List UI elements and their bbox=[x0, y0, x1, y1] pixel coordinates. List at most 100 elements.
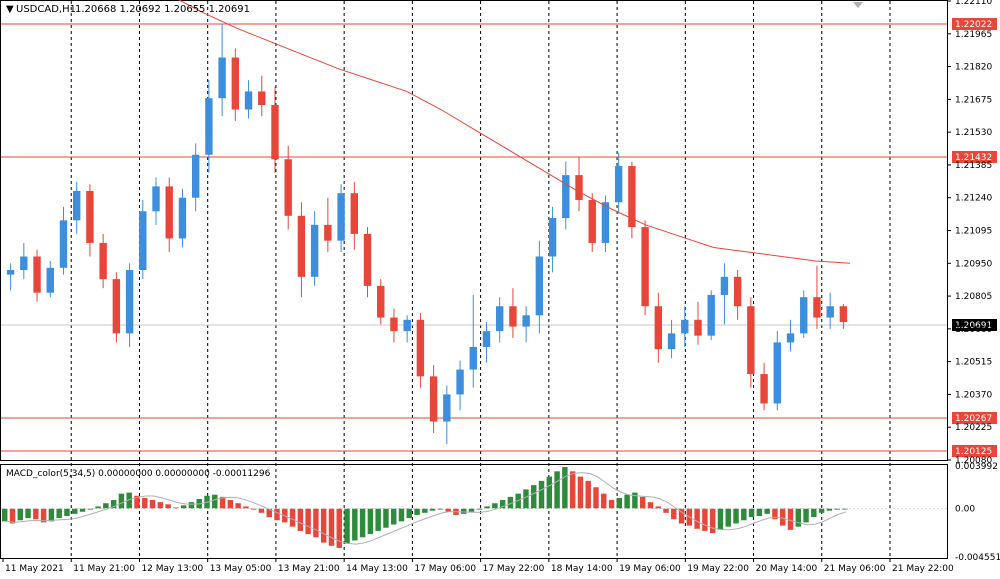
moving-average-line bbox=[178, 0, 851, 264]
candle-body bbox=[363, 233, 372, 286]
macd-bar bbox=[694, 508, 700, 529]
candle-body bbox=[760, 374, 768, 404]
macd-bar bbox=[398, 508, 405, 522]
macd-bar bbox=[188, 502, 195, 509]
macd-signal-line bbox=[5, 472, 847, 545]
candle-body bbox=[178, 197, 187, 239]
macd-bar bbox=[826, 508, 833, 511]
collapse-triangle-icon[interactable]: ▼ bbox=[6, 4, 14, 15]
candle-body bbox=[284, 159, 292, 216]
time-tick-label: 12 May 13:00 bbox=[141, 564, 203, 574]
candle-body bbox=[535, 256, 544, 316]
macd-bar bbox=[585, 480, 591, 509]
macd-bar bbox=[437, 508, 444, 510]
macd-bar bbox=[569, 471, 576, 509]
macd-bar bbox=[142, 497, 148, 509]
candle-body bbox=[310, 224, 319, 277]
candle-body bbox=[337, 193, 345, 241]
price-pane[interactable] bbox=[0, 0, 948, 461]
macd-bar bbox=[359, 508, 366, 538]
macd-bar bbox=[429, 508, 436, 511]
time-tick-label: 17 May 06:00 bbox=[414, 564, 476, 574]
time-tick-label: 13 May 21:00 bbox=[278, 564, 340, 574]
level-price-label: 1.20125 bbox=[955, 447, 992, 457]
macd-bar bbox=[632, 492, 638, 509]
candle-body bbox=[443, 394, 451, 422]
macd-histogram bbox=[1, 467, 947, 548]
price-tick-label: 1.21965 bbox=[955, 30, 992, 40]
macd-bar bbox=[468, 508, 475, 512]
macd-bar bbox=[834, 508, 840, 510]
macd-bar bbox=[655, 506, 661, 509]
macd-bar bbox=[235, 503, 241, 509]
price-tick-label: 1.22110 bbox=[955, 0, 992, 7]
macd-bar bbox=[616, 497, 623, 509]
level-price-tag bbox=[952, 412, 997, 424]
moving-average bbox=[178, 0, 851, 264]
macd-bar bbox=[406, 508, 412, 519]
macd-bar bbox=[390, 508, 397, 525]
horizontal-levels: 1.22022 1.21432 1.20267 1.20125 1.20691 bbox=[1, 18, 997, 457]
macd-bar bbox=[523, 489, 529, 509]
macd-bar bbox=[250, 508, 257, 510]
candle-body bbox=[350, 193, 358, 234]
macd-bar bbox=[779, 508, 786, 526]
macd-bar bbox=[741, 508, 747, 521]
candle-body bbox=[641, 227, 649, 307]
candle-body bbox=[139, 211, 147, 271]
candle-body bbox=[191, 154, 200, 198]
candle-body bbox=[244, 91, 253, 110]
macd-bar bbox=[305, 508, 311, 535]
current-price-tag bbox=[952, 319, 997, 331]
candle-body bbox=[509, 306, 517, 327]
macd-bar bbox=[554, 471, 560, 509]
ohlc-values: 1.20668 1.20692 1.20655 1.20691 bbox=[75, 4, 250, 15]
macd-bar bbox=[87, 508, 94, 510]
macd-bar bbox=[733, 508, 739, 524]
candle-body bbox=[614, 166, 623, 203]
macd-bar bbox=[818, 508, 825, 513]
candle-body bbox=[482, 331, 491, 347]
time-tick-label: 11 May 21:00 bbox=[73, 564, 135, 574]
macd-bar bbox=[764, 508, 770, 514]
current-price-label: 1.20691 bbox=[955, 321, 992, 331]
scroll-marker-icon[interactable] bbox=[853, 2, 863, 8]
candle-body bbox=[826, 306, 834, 318]
candle-body bbox=[654, 306, 663, 350]
candle-body bbox=[707, 294, 715, 336]
price-tick-label: 1.20660 bbox=[955, 325, 992, 335]
macd-bar bbox=[577, 476, 584, 509]
macd-bar bbox=[748, 508, 755, 518]
macd-tick-label: -0.004551 bbox=[955, 553, 1000, 563]
macd-bar bbox=[507, 496, 514, 509]
macd-bar bbox=[103, 503, 109, 509]
macd-bar bbox=[40, 508, 47, 523]
level-price-tag bbox=[952, 151, 997, 163]
macd-bar bbox=[274, 508, 280, 521]
macd-bar bbox=[110, 500, 117, 509]
candle-body bbox=[46, 267, 54, 293]
candle-body bbox=[733, 276, 742, 307]
candle-body bbox=[588, 199, 596, 243]
macd-bar bbox=[422, 508, 428, 513]
macd-bar bbox=[212, 494, 218, 509]
macd-bar bbox=[842, 508, 848, 510]
candle-body bbox=[86, 190, 94, 243]
macd-bar bbox=[787, 508, 794, 530]
candle-body bbox=[720, 276, 729, 295]
macd-bar bbox=[336, 508, 342, 548]
macd-bar bbox=[2, 508, 8, 522]
time-tick-label: 14 May 13:00 bbox=[346, 564, 408, 574]
time-tick-label: 11 May 2021 bbox=[5, 564, 64, 574]
macd-bar bbox=[795, 508, 801, 527]
macd-bar bbox=[562, 467, 568, 509]
macd-bar bbox=[64, 508, 70, 517]
time-tick-label: 19 May 06:00 bbox=[619, 564, 681, 574]
price-tick-label: 1.21530 bbox=[955, 128, 992, 138]
price-tick-label: 1.20225 bbox=[955, 423, 992, 433]
macd-bar bbox=[546, 476, 553, 509]
macd-bar bbox=[9, 508, 16, 524]
